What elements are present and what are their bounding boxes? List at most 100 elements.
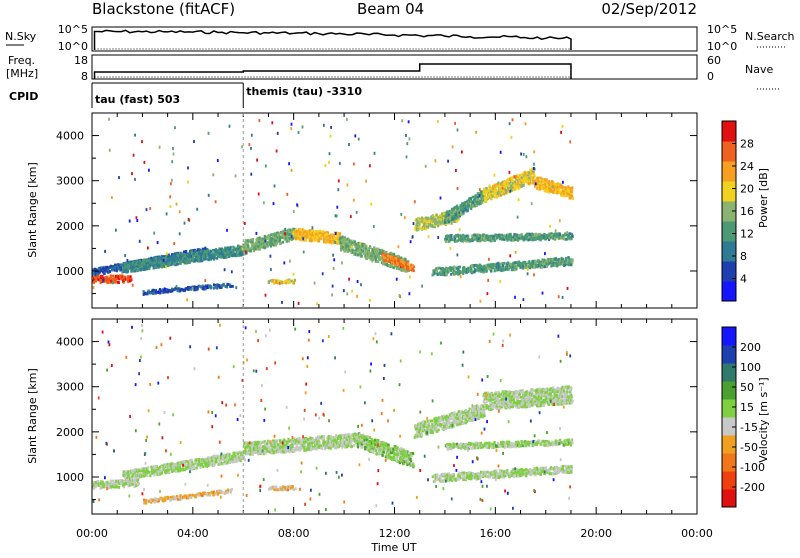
range-cell [277, 279, 279, 282]
range-cell [382, 252, 384, 255]
scatter-cell [134, 178, 136, 181]
nsearch-tick-top: 10^5 [707, 23, 737, 36]
scatter-cell [336, 215, 338, 218]
scatter-cell [312, 226, 314, 229]
scatter-cell [336, 206, 338, 209]
scatter-cell [566, 231, 568, 234]
scatter-cell [163, 259, 165, 262]
range-cell [442, 268, 444, 271]
scatter-cell [511, 136, 513, 139]
colorbar-swatch [722, 181, 736, 202]
scatter-cell [112, 281, 114, 284]
scatter-cell [396, 278, 398, 281]
range-cell [376, 250, 378, 253]
band-2 [121, 244, 246, 274]
range-cell [535, 234, 537, 237]
range-cell [493, 237, 495, 240]
range-cell [288, 280, 290, 283]
nave-tick-bottom: 0 [707, 70, 714, 83]
scatter-cell [489, 184, 491, 187]
scatter-cell [249, 143, 251, 146]
range-cell [118, 281, 120, 284]
scatter-cell [357, 280, 359, 283]
scatter-cell [288, 162, 290, 165]
range-cell [539, 177, 541, 180]
band-0 [91, 478, 140, 490]
range-cell [159, 291, 161, 294]
range-cell [500, 263, 502, 266]
range-cell [95, 481, 97, 484]
range-cell [227, 251, 229, 254]
scatter-cell [258, 193, 260, 196]
scatter-cell [555, 229, 557, 232]
range-cell [501, 234, 503, 237]
range-cell [118, 486, 120, 489]
scatter-cell [337, 188, 339, 191]
scatter-cell [409, 137, 411, 140]
range-cell [315, 230, 317, 233]
scatter-cell [509, 254, 511, 257]
range-cell [548, 184, 550, 187]
scatter-cell [408, 120, 410, 123]
colorbar-tick-label: 20 [740, 183, 754, 196]
scatter-cell [302, 126, 304, 129]
scatter-cell [452, 145, 454, 148]
scatter-cell [399, 294, 401, 297]
scatter-cell [296, 203, 298, 206]
scatter-cell [93, 286, 95, 289]
range-cell [159, 264, 161, 267]
scatter-cell [173, 242, 175, 245]
range-cell [144, 263, 146, 266]
scatter-cell [450, 247, 452, 250]
scatter-cell [166, 252, 168, 255]
range-cell [172, 254, 174, 257]
scatter-cell [224, 268, 226, 271]
scatter-cell [373, 225, 375, 228]
power-data [91, 118, 574, 306]
range-cell [259, 237, 261, 240]
range-cell [446, 273, 448, 276]
scatter-cell [499, 280, 501, 283]
scatter-cell [147, 247, 149, 250]
range-cell [397, 260, 399, 263]
date-title: 02/Sep/2012 [601, 0, 697, 18]
range-cell [503, 262, 505, 265]
scatter-cell [359, 242, 361, 245]
scatter-cell [146, 208, 148, 211]
scatter-cell [290, 127, 292, 130]
range-cell [216, 286, 218, 289]
range-cell [329, 237, 331, 240]
scatter-cell [356, 211, 358, 214]
range-cell [335, 237, 337, 240]
range-cell [412, 264, 414, 267]
range-cell [119, 276, 121, 279]
scatter-cell [144, 161, 146, 164]
range-cell [184, 253, 186, 256]
range-cell [486, 269, 488, 272]
scatter-cell [401, 119, 403, 122]
scatter-cell [172, 147, 174, 150]
freq-tick-bottom: 8 [81, 70, 88, 83]
scatter-cell [157, 291, 159, 294]
range-cell [450, 234, 452, 237]
range-cell [144, 292, 146, 295]
scatter-cell [328, 161, 330, 164]
scatter-cell [157, 241, 159, 244]
range-cell [109, 270, 111, 273]
scatter-cell [413, 222, 415, 225]
scatter-cell [356, 295, 358, 298]
range-cell [93, 487, 95, 490]
scatter-cell [447, 160, 449, 163]
scatter-cell [338, 179, 340, 182]
range-cell [268, 280, 270, 283]
scatter-cell [115, 229, 117, 232]
range-cell [311, 229, 313, 232]
scatter-cell [166, 212, 168, 215]
range-cell [365, 245, 367, 248]
scatter-cell [457, 129, 459, 132]
scatter-cell [256, 232, 258, 235]
scatter-cell [514, 175, 516, 178]
range-cell [402, 269, 404, 272]
scatter-cell [440, 197, 442, 200]
range-cell [106, 276, 108, 279]
